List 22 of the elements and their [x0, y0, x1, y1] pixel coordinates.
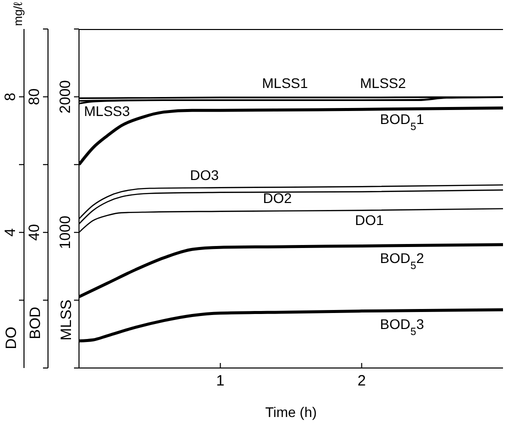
series-label: BOD$_{5}$2	[380, 250, 424, 272]
y-tick-label: 2000	[57, 80, 74, 114]
series-label: BOD$_{5}$3	[380, 316, 424, 338]
series-label: DO1	[355, 212, 384, 228]
y2-tick-label: 80	[26, 88, 43, 106]
y-tick-label: 1000	[57, 216, 74, 250]
y-axis-title: MLSS	[58, 300, 75, 340]
series-label: MLSS2	[360, 75, 406, 91]
y2-axis-title: BOD	[27, 306, 44, 340]
y3-tick-label: 8	[2, 92, 19, 101]
series-label: DO2	[263, 190, 292, 206]
y3-tick-label: 4	[2, 228, 19, 237]
y2-tick-label: 40	[26, 224, 43, 241]
x-tick-label: 1	[216, 372, 225, 390]
x-axis-title: Time (h)	[265, 404, 317, 420]
y3-axis-title: DO	[3, 326, 20, 350]
series-label: MLSS1	[262, 75, 308, 91]
series-label: MLSS3	[84, 103, 130, 119]
series-label: DO3	[190, 167, 219, 183]
x-tick-label: 2	[357, 372, 366, 390]
series-label: BOD$_{5}$1	[380, 111, 424, 133]
text: mg/ℓ	[11, 2, 25, 26]
